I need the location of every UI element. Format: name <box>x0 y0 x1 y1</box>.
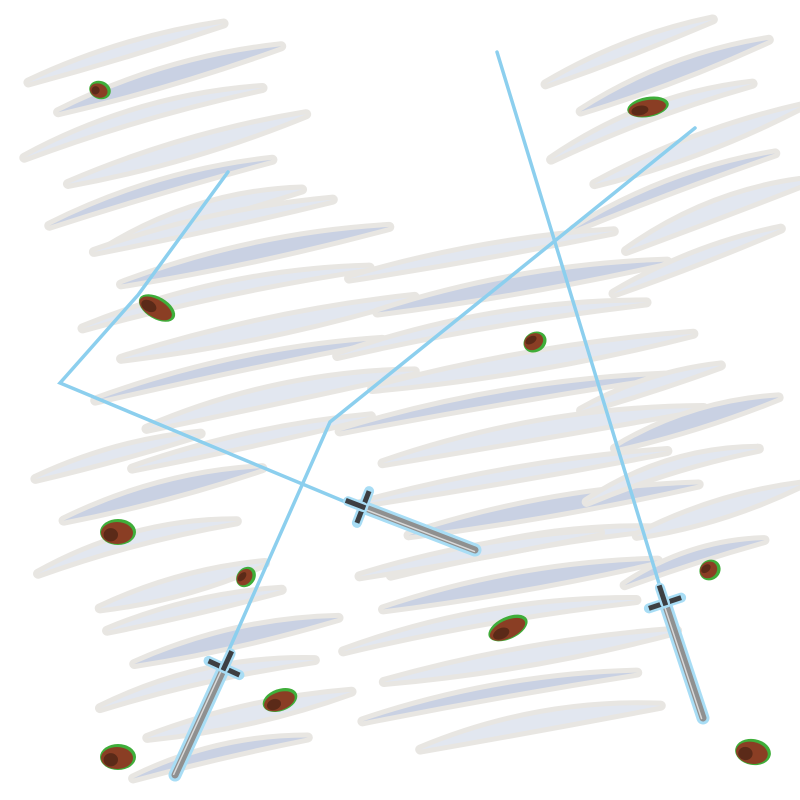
rock-shade <box>266 698 282 711</box>
sword-edge <box>662 602 703 720</box>
wind-swoosh <box>121 226 390 285</box>
wind-gust-top-right <box>540 14 800 299</box>
wind-gust-bottom-center <box>338 527 683 755</box>
rock-debris <box>100 519 136 545</box>
rock-shade <box>493 627 510 640</box>
wind-swoosh <box>63 468 263 521</box>
wind-swoosh <box>614 397 779 449</box>
wind-swoosh <box>545 19 713 85</box>
wind-layer <box>19 14 800 784</box>
wind-swoosh <box>408 484 699 536</box>
wind-swoosh <box>377 261 668 313</box>
rock-debris <box>523 331 547 353</box>
wind-swoosh <box>580 39 769 112</box>
wind-swoosh <box>349 231 614 279</box>
sword-blade <box>171 664 228 779</box>
rock-debris <box>236 566 256 588</box>
wind-swoosh <box>67 114 307 184</box>
wind-swoosh <box>372 333 694 389</box>
rock-shade <box>701 564 711 574</box>
rock-shade <box>103 753 118 767</box>
sword-grip <box>344 498 367 511</box>
wind-swoosh <box>28 23 224 83</box>
rock-shade <box>525 335 537 345</box>
wind-swoosh <box>594 106 800 185</box>
rock-debris <box>262 687 298 713</box>
sword-bottom <box>168 648 245 782</box>
wind-swoosh <box>121 296 415 359</box>
wind-swoosh <box>147 691 352 738</box>
rock-shade <box>91 86 100 95</box>
wind-swoosh <box>93 199 333 252</box>
rock-debris <box>89 80 111 100</box>
sword-left <box>343 486 482 557</box>
wind-swoosh <box>636 484 800 536</box>
debris-layer <box>89 80 771 770</box>
sword-edge <box>172 666 224 776</box>
wind-swoosh <box>613 228 781 294</box>
sword-right <box>643 582 710 725</box>
wind-swoosh <box>99 563 265 609</box>
wind-swoosh <box>626 179 800 251</box>
wind-swoosh <box>35 433 201 479</box>
rock-shade <box>738 746 753 761</box>
wind-gust-right <box>576 360 800 591</box>
wind-swoosh <box>581 365 721 411</box>
wind-swoosh <box>358 450 668 505</box>
sword-trail-left <box>57 170 362 510</box>
wind-swoosh <box>58 46 282 113</box>
wind-gust-bottom-left <box>94 584 357 784</box>
rock-debris <box>627 96 669 118</box>
wind-swoosh <box>382 407 704 464</box>
sword-layer <box>168 486 710 782</box>
wind-swoosh <box>107 589 282 631</box>
rock-debris <box>699 559 721 581</box>
wind-swoosh <box>383 560 658 610</box>
rock-shade <box>103 528 118 542</box>
rock-shade <box>631 105 649 116</box>
wind-swoosh <box>420 705 661 750</box>
wind-swoosh <box>132 416 372 469</box>
rock-shade <box>141 299 157 313</box>
rock-debris <box>735 738 771 766</box>
wind-swoosh <box>134 617 339 665</box>
rock-shade <box>237 572 247 582</box>
rock-debris <box>138 294 176 322</box>
sword-blade <box>661 599 707 722</box>
wind-gust-left <box>30 428 270 614</box>
wind-gust-center <box>332 226 709 581</box>
rock-debris <box>488 614 528 642</box>
sword-grip <box>656 584 669 607</box>
wind-swoosh <box>146 371 415 429</box>
sword-blade <box>359 503 479 554</box>
wind-swoosh <box>383 630 678 682</box>
rock-debris <box>100 744 136 770</box>
sword-grip <box>220 650 234 672</box>
sword-edge <box>361 507 476 553</box>
wind-gust-top-left <box>19 18 312 254</box>
wind-gust-center-left <box>77 194 420 474</box>
